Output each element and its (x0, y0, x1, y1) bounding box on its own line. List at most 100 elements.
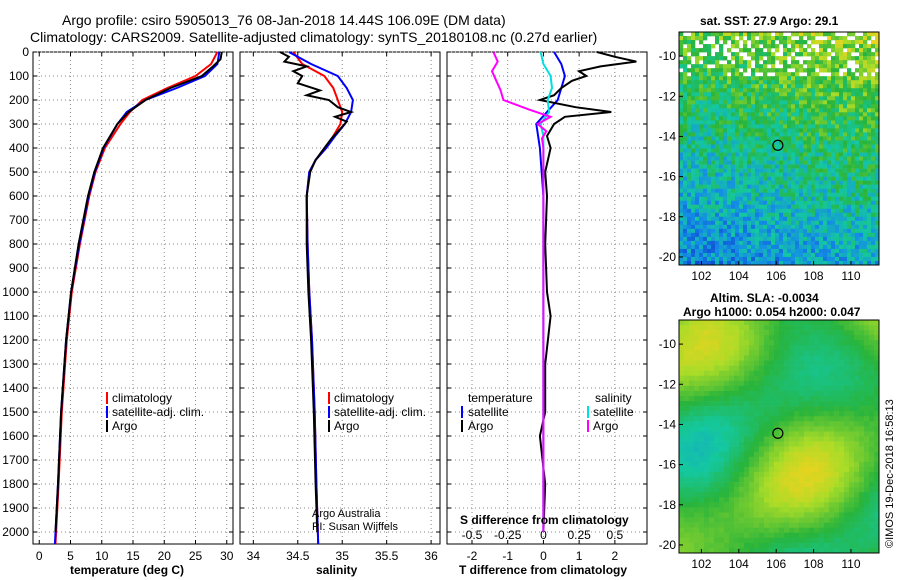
series-s-argo (490, 51, 554, 532)
map-cell (754, 426, 760, 432)
map-cell (767, 60, 772, 65)
map-cell (683, 196, 688, 202)
map-cell (863, 192, 868, 198)
map-cell (875, 44, 880, 49)
map-cell (864, 411, 870, 417)
map-cell (803, 200, 808, 206)
map-cell (751, 176, 756, 181)
map-cell (715, 212, 720, 218)
map-cell (743, 208, 748, 214)
map-cell (815, 200, 820, 206)
map-cell (811, 152, 816, 157)
credit-pi: PI: Susan Wijffels (312, 521, 398, 533)
map-cell (739, 446, 745, 452)
map-cell (819, 52, 824, 57)
map-cell (719, 72, 724, 77)
map-cell (774, 335, 780, 341)
map-cell (823, 108, 828, 113)
map-cell (694, 471, 700, 478)
map-cell (843, 100, 848, 105)
map-cell (683, 164, 688, 169)
map-cell (855, 192, 860, 198)
map-cell (779, 252, 784, 258)
map-cell (867, 192, 872, 198)
map-cell (875, 104, 880, 109)
map-cell (874, 406, 880, 412)
map-cell (874, 431, 880, 437)
map-cell (747, 224, 752, 230)
map-cell (789, 527, 795, 534)
map-cell (779, 84, 784, 89)
map-cell (855, 184, 860, 189)
map-cell (679, 92, 684, 97)
map-cell (683, 204, 688, 210)
map-cell (784, 330, 790, 336)
map-cell (719, 335, 725, 341)
map-cell (754, 482, 760, 488)
s-diff-tick--0.25: -0.25 (494, 528, 522, 542)
map-cell (769, 330, 775, 336)
map-cell (699, 527, 705, 534)
map-cell (774, 426, 780, 432)
map-cell (719, 244, 724, 250)
map-cell (735, 212, 740, 218)
map-cell (809, 360, 815, 366)
map-cell (724, 365, 730, 371)
map-cell (727, 140, 732, 145)
map-cell (855, 92, 860, 97)
map-cell (834, 416, 840, 422)
map-cell (819, 248, 824, 254)
map-cell (691, 124, 696, 129)
map-cell (799, 527, 805, 534)
map-cell (819, 104, 824, 109)
map-cell (864, 512, 870, 518)
map-cell (679, 200, 684, 206)
map-cell (775, 192, 780, 198)
map-cell (723, 156, 728, 161)
map-cell (679, 441, 685, 447)
map-cell (684, 456, 690, 463)
map-cell (874, 497, 880, 503)
map-cell (867, 32, 872, 37)
map-cell (751, 244, 756, 250)
map-cell (687, 112, 692, 117)
map-cell (807, 212, 812, 218)
map-cell (784, 482, 790, 488)
map-cell (799, 502, 805, 508)
map-cell (727, 116, 732, 121)
map-cell (851, 56, 856, 61)
map-cell (774, 401, 780, 407)
map-cell (767, 224, 772, 230)
map-cell (859, 421, 865, 427)
map-cell (829, 532, 835, 539)
map-cell (729, 507, 735, 513)
map-cell (863, 80, 868, 85)
map-cell (775, 244, 780, 250)
map-cell (804, 375, 810, 382)
map-cell (687, 168, 692, 173)
map-cell (799, 547, 805, 554)
map-cell (775, 136, 780, 141)
map-cell (687, 208, 692, 214)
map-cell (874, 355, 880, 361)
map-cell (684, 330, 690, 336)
map-cell (759, 325, 765, 331)
map-cell (747, 236, 752, 242)
map-cell (711, 104, 716, 109)
map-cell (794, 431, 800, 437)
map-cell (819, 160, 824, 165)
map-cell (794, 547, 800, 554)
map-cell (859, 360, 865, 366)
map-cell (723, 240, 728, 246)
map-cell (723, 212, 728, 218)
map-cell (874, 390, 880, 397)
map-cell (764, 537, 770, 544)
map-cell (787, 232, 792, 238)
map-cell (715, 128, 720, 133)
map-cell (727, 88, 732, 93)
map-cell (683, 56, 688, 61)
map-cell (843, 140, 848, 145)
map-cell (755, 232, 760, 238)
map-cell (754, 446, 760, 452)
map-cell (755, 100, 760, 105)
